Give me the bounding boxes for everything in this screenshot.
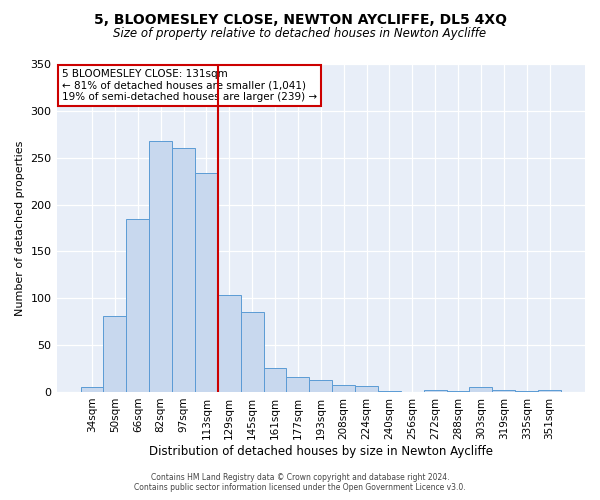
Bar bbox=[172, 148, 195, 392]
Text: Contains HM Land Registry data © Crown copyright and database right 2024.
Contai: Contains HM Land Registry data © Crown c… bbox=[134, 473, 466, 492]
Bar bbox=[515, 391, 538, 392]
Bar bbox=[493, 390, 515, 392]
Bar bbox=[378, 391, 401, 392]
Bar bbox=[103, 316, 127, 392]
X-axis label: Distribution of detached houses by size in Newton Aycliffe: Distribution of detached houses by size … bbox=[149, 444, 493, 458]
Bar bbox=[218, 296, 241, 392]
Text: 5, BLOOMESLEY CLOSE, NEWTON AYCLIFFE, DL5 4XQ: 5, BLOOMESLEY CLOSE, NEWTON AYCLIFFE, DL… bbox=[94, 12, 506, 26]
Bar bbox=[80, 388, 103, 392]
Bar bbox=[355, 386, 378, 392]
Bar bbox=[195, 172, 218, 392]
Text: 5 BLOOMESLEY CLOSE: 131sqm
← 81% of detached houses are smaller (1,041)
19% of s: 5 BLOOMESLEY CLOSE: 131sqm ← 81% of deta… bbox=[62, 69, 317, 102]
Y-axis label: Number of detached properties: Number of detached properties bbox=[15, 140, 25, 316]
Bar bbox=[263, 368, 286, 392]
Bar bbox=[127, 218, 149, 392]
Bar bbox=[286, 377, 310, 392]
Bar bbox=[538, 390, 561, 392]
Bar bbox=[310, 380, 332, 392]
Bar bbox=[469, 388, 493, 392]
Bar bbox=[241, 312, 263, 392]
Text: Size of property relative to detached houses in Newton Aycliffe: Size of property relative to detached ho… bbox=[113, 28, 487, 40]
Bar bbox=[332, 386, 355, 392]
Bar bbox=[424, 390, 446, 392]
Bar bbox=[446, 391, 469, 392]
Bar bbox=[149, 141, 172, 392]
